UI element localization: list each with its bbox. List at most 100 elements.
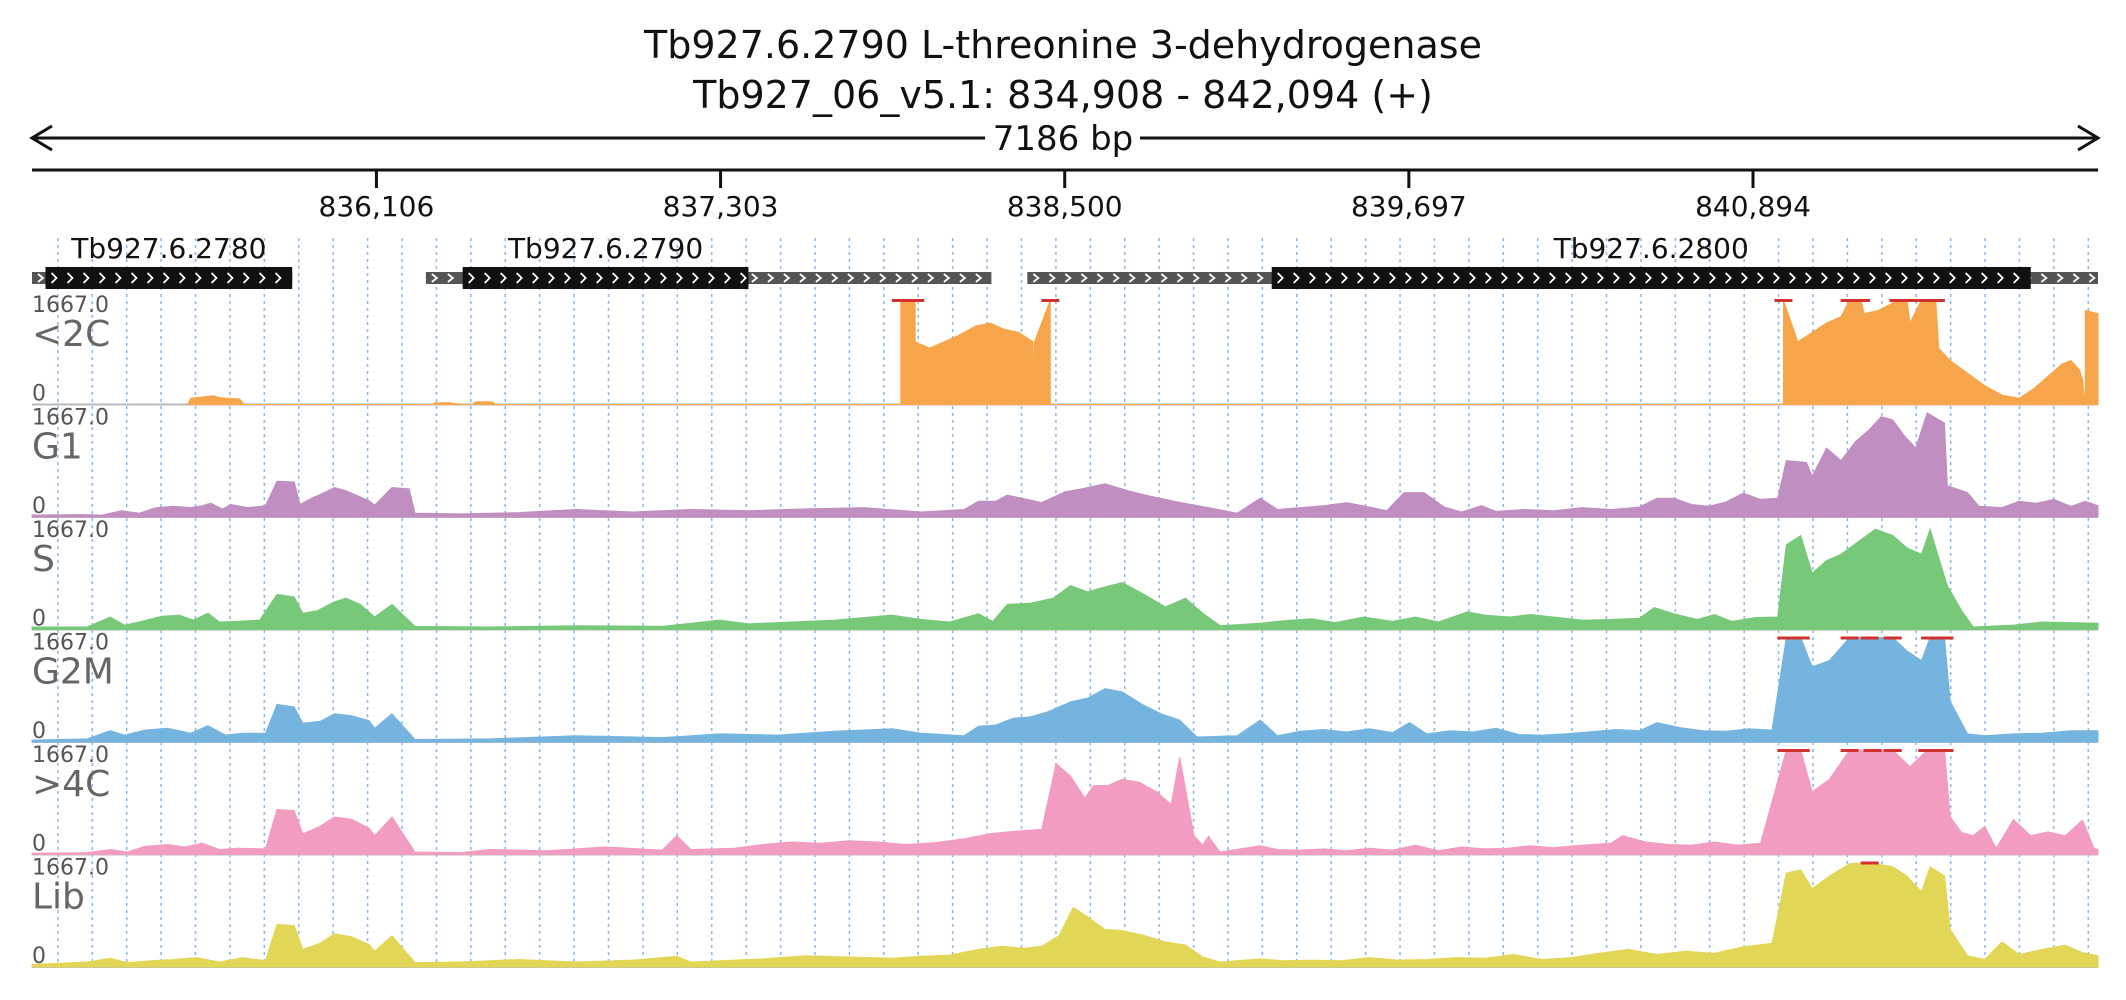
strand-chevron	[1144, 273, 1152, 283]
coverage-area	[31, 861, 2099, 968]
track-name: G2M	[32, 652, 114, 693]
strand-chevron	[1517, 272, 1524, 284]
span-arrowhead-left	[29, 124, 53, 152]
strand-chevron	[799, 273, 807, 283]
track-name: Lib	[32, 877, 85, 918]
strand-chevron	[2088, 273, 2096, 283]
clip-marker	[1852, 299, 1871, 302]
strand-chevron	[1405, 272, 1412, 284]
x-tick-label: 836,106	[319, 190, 435, 223]
strand-chevron	[1421, 272, 1428, 284]
strand-chevron	[500, 272, 507, 284]
strand-chevron	[1453, 272, 1460, 284]
strand-chevron	[1549, 272, 1556, 284]
strand-chevron	[242, 272, 250, 284]
strand-chevron	[1080, 273, 1088, 283]
strand-chevron	[274, 272, 282, 284]
strand-chevron	[1853, 272, 1860, 284]
strand-chevron	[1597, 272, 1604, 284]
clip-marker	[1774, 299, 1793, 302]
strand-chevron	[194, 272, 202, 284]
strand-chevron	[178, 272, 186, 284]
strand-chevron	[1981, 272, 1988, 284]
strand-chevron	[98, 272, 106, 284]
clip-marker	[1935, 749, 1954, 752]
strand-chevron	[258, 272, 266, 284]
track-0: 1667.0<2C 0	[32, 293, 2099, 407]
strand-chevron	[2056, 273, 2064, 283]
strand-chevron	[1373, 272, 1380, 284]
gene-label: Tb927.6.2790	[507, 232, 703, 265]
strand-chevron	[1176, 273, 1184, 283]
strand-chevron	[1112, 273, 1120, 283]
strand-chevron	[1885, 272, 1892, 284]
strand-chevron	[1725, 272, 1732, 284]
strand-chevron	[863, 273, 871, 283]
strand-chevron	[1789, 272, 1796, 284]
gene-label: Tb927.6.2780	[70, 232, 266, 265]
strand-chevron	[468, 272, 475, 284]
clip-marker	[1918, 749, 1937, 752]
chart-title: Tb927.6.2790 L-threonine 3-dehydrogenase	[643, 23, 1482, 67]
strand-chevron	[596, 272, 603, 284]
coverage-area	[31, 412, 2099, 518]
strand-chevron	[1224, 273, 1232, 283]
clip-marker	[1912, 299, 1931, 302]
strand-chevron	[484, 272, 491, 284]
strand-chevron	[1032, 273, 1040, 283]
strand-chevron	[1485, 272, 1492, 284]
clip-marker	[1898, 299, 1917, 302]
gene-model: Tb927.6.2790	[425, 232, 992, 289]
strand-chevron	[162, 272, 170, 284]
clip-marker	[1863, 749, 1882, 752]
strand-chevron	[1997, 272, 2004, 284]
strand-chevron	[1096, 273, 1104, 283]
strand-chevron	[1064, 273, 1072, 283]
track-2: 1667.0S 0	[31, 518, 2099, 632]
y-zero-label: 0	[32, 719, 46, 744]
strand-chevron	[831, 273, 839, 283]
clip-marker	[1791, 749, 1810, 752]
strand-chevron	[815, 273, 823, 283]
strand-chevron	[66, 272, 74, 284]
strand-chevron	[130, 272, 138, 284]
strand-chevron	[692, 272, 699, 284]
strand-chevron	[676, 272, 683, 284]
strand-chevron	[431, 273, 439, 283]
strand-chevron	[1325, 272, 1332, 284]
strand-chevron	[1533, 272, 1540, 284]
strand-chevron	[911, 273, 919, 283]
gene-label: Tb927.6.2800	[1553, 232, 1749, 265]
chart-subtitle: Tb927_06_v5.1: 834,908 - 842,094 (+)	[692, 73, 1433, 117]
strand-chevron	[1949, 272, 1956, 284]
strand-chevron	[447, 273, 455, 283]
gene-model: Tb927.6.2800	[1027, 232, 2098, 289]
y-max-label: 1667.0	[32, 856, 109, 881]
strand-chevron	[1048, 273, 1056, 283]
strand-chevron	[1677, 272, 1684, 284]
strand-chevron	[628, 272, 635, 284]
y-zero-label: 0	[32, 607, 46, 632]
strand-chevron	[724, 272, 731, 284]
strand-chevron	[1741, 272, 1748, 284]
strand-chevron	[1565, 272, 1572, 284]
strand-chevron	[548, 272, 555, 284]
clip-marker	[906, 299, 925, 302]
strand-chevron	[114, 272, 122, 284]
span-indicator: 7186 bp	[29, 119, 2101, 159]
strand-chevron	[1757, 272, 1764, 284]
x-tick-label: 838,500	[1007, 190, 1123, 223]
clip-marker	[1860, 861, 1879, 865]
clip-marker	[1791, 636, 1810, 640]
clip-marker	[1041, 299, 1060, 302]
clip-marker	[1777, 749, 1796, 752]
strand-chevron	[37, 273, 45, 283]
strand-chevron	[1933, 272, 1940, 284]
coverage-area	[31, 527, 2099, 630]
clip-marker	[1883, 749, 1902, 752]
clip-marker	[1935, 636, 1954, 640]
track-name: G1	[32, 427, 83, 468]
strand-chevron	[1805, 272, 1812, 284]
track-4: 1667.0>4C 0	[31, 743, 2099, 857]
